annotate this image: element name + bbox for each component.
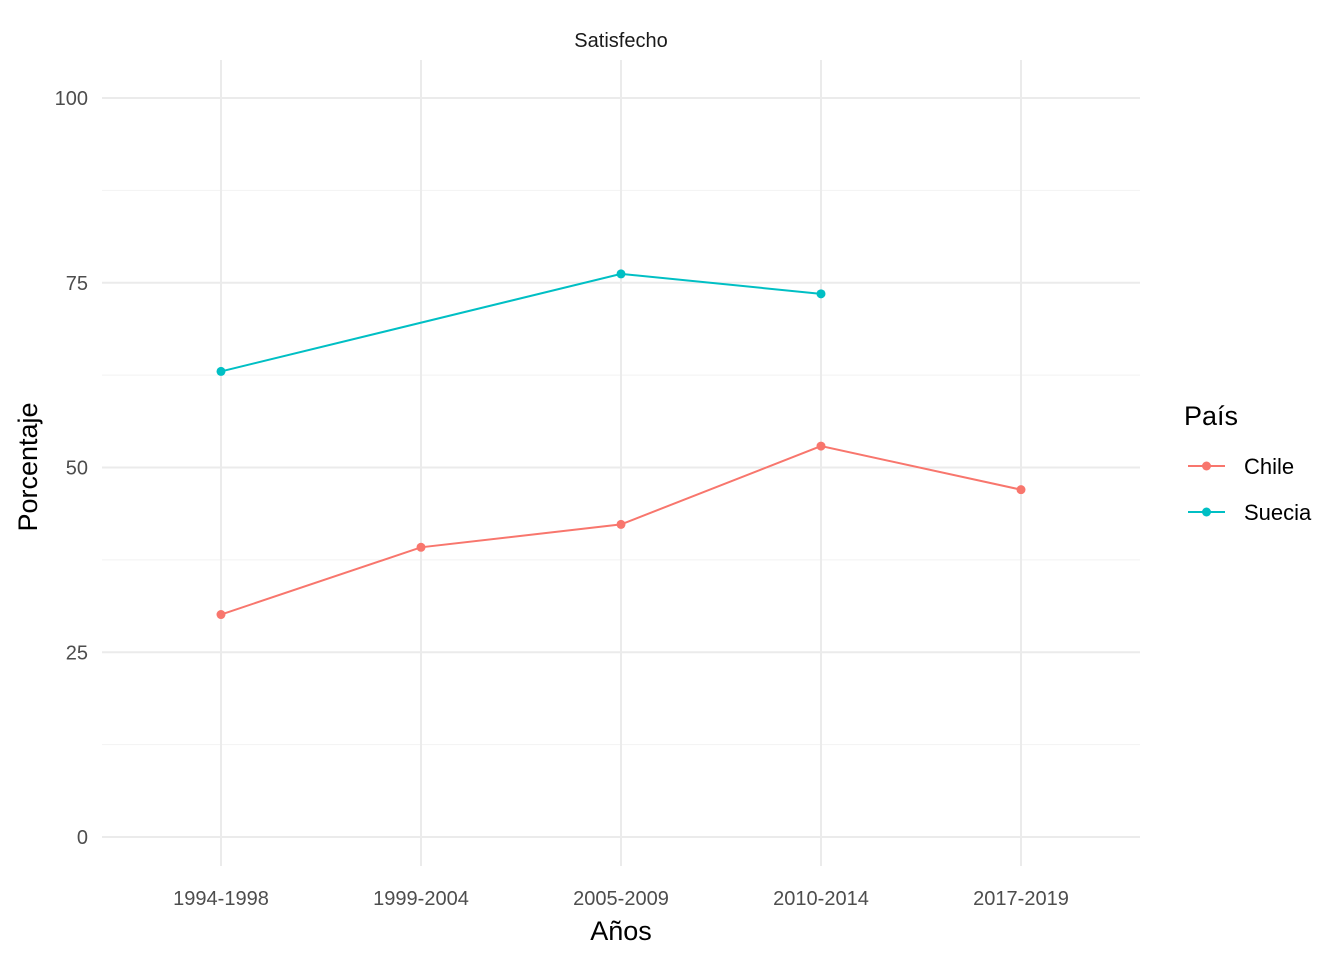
major-gridlines	[102, 60, 1140, 866]
data-point-suecia	[816, 289, 826, 299]
legend-label-suecia: Suecia	[1244, 500, 1312, 525]
x-tick-label: 2005-2009	[573, 888, 669, 910]
legend-key-point	[1202, 507, 1211, 517]
x-tick-label: 2010-2014	[773, 888, 869, 910]
data-point-chile	[216, 610, 226, 620]
data-point-suecia	[616, 269, 626, 279]
x-axis-title: Años	[590, 916, 652, 946]
y-tick-label: 0	[77, 827, 88, 849]
x-tick-label: 1999-2004	[373, 888, 469, 910]
legend-key-chile	[1188, 461, 1225, 471]
y-axis-tick-labels: 0 25 50 75 100	[55, 88, 88, 849]
x-axis-tick-labels: 1994-1998 1999-2004 2005-2009 2010-2014 2017…	[173, 888, 1069, 910]
x-tick-label: 2017-2019	[973, 888, 1069, 910]
series-layer	[216, 269, 1026, 620]
x-tick-label: 1994-1998	[173, 888, 269, 910]
data-point-chile	[616, 519, 626, 529]
chart-title: Satisfecho	[574, 30, 667, 52]
legend-key-suecia	[1188, 507, 1225, 517]
data-point-chile	[416, 542, 426, 552]
legend-title: País	[1184, 401, 1238, 431]
y-axis-title: Porcentaje	[13, 402, 43, 531]
data-point-chile	[816, 441, 826, 451]
legend-key-point	[1202, 461, 1211, 471]
legend-label-chile: Chile	[1244, 454, 1294, 479]
y-tick-label: 50	[66, 458, 88, 480]
data-point-suecia	[216, 366, 226, 376]
data-point-chile	[1016, 485, 1026, 495]
y-tick-label: 75	[66, 273, 88, 295]
y-tick-label: 25	[66, 642, 88, 664]
y-tick-label: 100	[55, 88, 88, 110]
legend: País Chile Suecia	[1184, 401, 1312, 525]
series-line-suecia	[220, 272, 822, 373]
